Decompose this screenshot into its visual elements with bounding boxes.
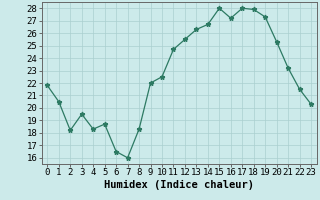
X-axis label: Humidex (Indice chaleur): Humidex (Indice chaleur) [104, 180, 254, 190]
